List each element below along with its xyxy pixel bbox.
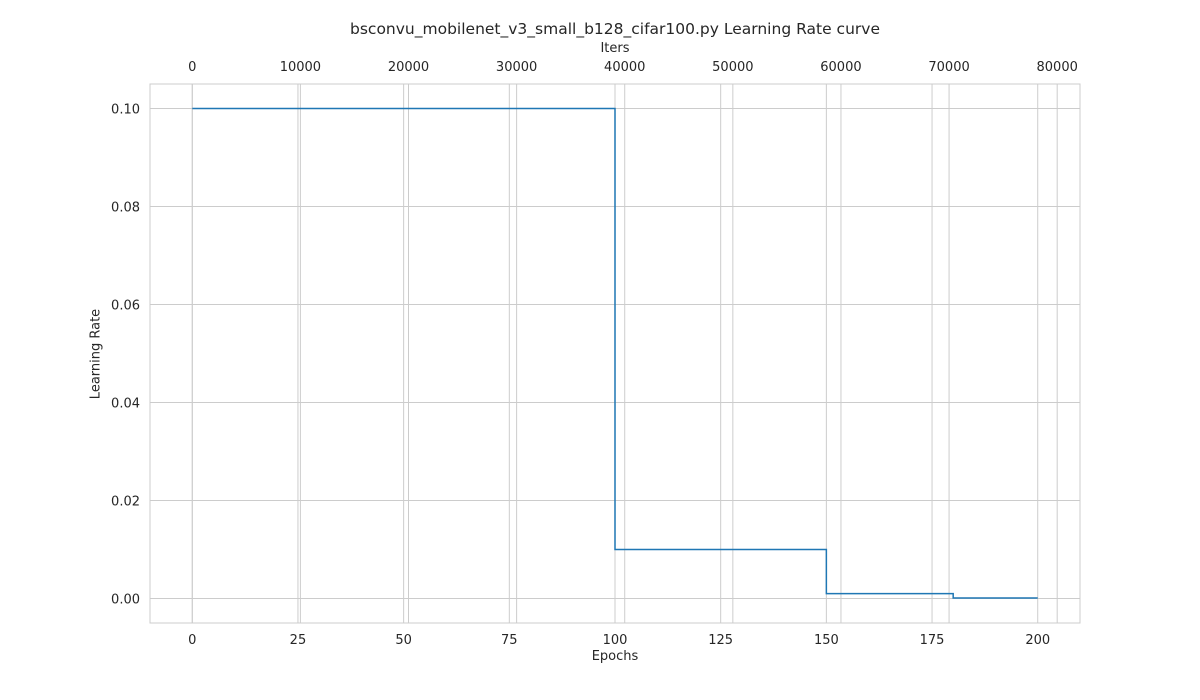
y-tick-label: 0.04 [111,397,140,412]
x-tick-label: 50 [395,633,412,648]
y-tick-label: 0.08 [111,201,140,216]
x2-tick-label: 10000 [280,60,321,75]
x2-axis-label: Iters [600,41,630,56]
x-tick-label: 100 [603,633,628,648]
x2-tick-label: 70000 [928,60,969,75]
x-tick-label: 150 [814,633,839,648]
x2-tick-label: 20000 [388,60,429,75]
x-tick-label: 175 [920,633,945,648]
x-tick-label: 25 [290,633,307,648]
x2-tick-label: 30000 [496,60,537,75]
y-tick-label: 0.00 [111,593,140,608]
series-line [192,107,1038,599]
x-tick-label: 75 [501,633,518,648]
x-tick-label: 200 [1025,633,1050,648]
y-tick-label: 0.06 [111,299,140,314]
chart-title: bsconvu_mobilenet_v3_small_b128_cifar100… [350,20,880,38]
x2-tick-label: 80000 [1037,60,1078,75]
x2-tick-label: 60000 [820,60,861,75]
x2-tick-label: 40000 [604,60,645,75]
x-axis-label: Epochs [591,649,639,664]
y-tick-label: 0.02 [111,495,140,510]
y-tick-label: 0.10 [111,103,140,118]
x2-tick-label: 0 [188,60,196,75]
x2-tick-label: 50000 [712,60,753,75]
plot-frame [149,83,1081,624]
x-tick-label: 0 [188,633,196,648]
x-tick-label: 125 [708,633,733,648]
